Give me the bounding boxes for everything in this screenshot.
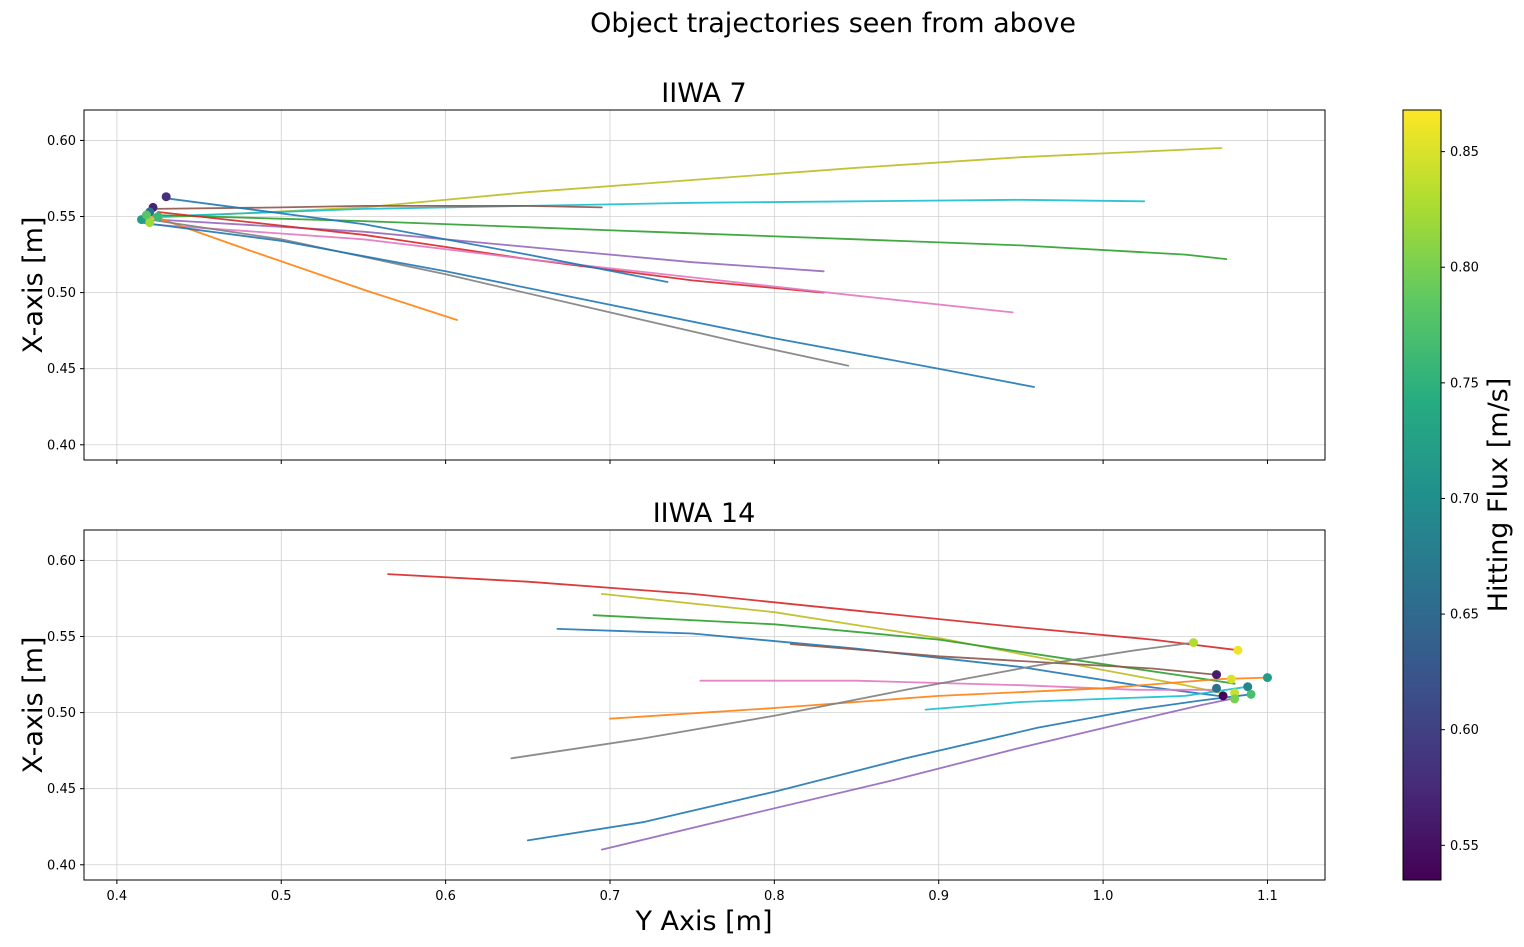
hit-point-marker	[1218, 691, 1228, 701]
colorbar-label: Hitting Flux [m/s]	[1483, 378, 1514, 613]
hit-point-marker	[1243, 682, 1253, 692]
colorbar-tick-label: 0.70	[1450, 492, 1479, 507]
colorbar: Hitting Flux [m/s] 0.55 0.60 0.65 0.70 0.75 0…	[1402, 109, 1514, 881]
x-tick-label: 1.1	[1257, 889, 1278, 904]
colorbar-tick-label: 0.65	[1450, 608, 1479, 623]
trajectory-line	[140, 221, 1035, 388]
trajectory-line	[609, 676, 1269, 720]
hit-point-marker	[145, 218, 155, 228]
trajectory-line	[148, 214, 459, 321]
hit-point-marker	[1230, 694, 1240, 704]
hit-point-marker	[1189, 638, 1199, 648]
plot-iiwa14: IIWA 14 X-axis [m] Y Axis [m] 0.4 0.5 0.6 0…	[18, 498, 1326, 937]
plot-title-iiwa7: IIWA 7	[661, 78, 746, 109]
trajectory-line	[145, 223, 1014, 314]
x-tick-label: 0.8	[764, 889, 785, 904]
trajectory-line	[157, 218, 825, 273]
y-tick-label: 0.45	[47, 362, 76, 377]
x-tick-label: 0.9	[928, 889, 949, 904]
x-tick-label: 0.4	[107, 889, 128, 904]
plot-frame	[83, 109, 1326, 461]
trajectory-line	[699, 679, 1220, 691]
y-tick-label: 0.40	[47, 438, 76, 453]
x-tick-label: 0.6	[435, 889, 456, 904]
hit-point-marker	[141, 210, 151, 220]
colorbar-tick-label: 0.80	[1450, 261, 1479, 276]
hit-point-marker	[1212, 683, 1222, 693]
hit-point-marker	[1226, 674, 1236, 684]
y-axis-label-iiwa14: X-axis [m]	[18, 637, 49, 774]
trajectory-line	[600, 593, 1228, 696]
trajectory-line	[152, 214, 1228, 261]
hit-point-marker	[1262, 673, 1272, 683]
trajectory-line	[789, 643, 1216, 676]
trajectory-line	[510, 641, 1195, 760]
colorbar-gradient	[1402, 109, 1442, 881]
y-tick-label: 0.55	[47, 630, 76, 645]
trajectory-line	[600, 698, 1233, 851]
colorbar-tick-label: 0.75	[1450, 376, 1479, 391]
trajectory-line	[592, 614, 1236, 685]
y-axis-label-iiwa7: X-axis [m]	[18, 217, 49, 354]
hit-point-marker	[161, 192, 171, 202]
plot-iiwa7: IIWA 7 X-axis [m] 0.40 0.45 0.50 0.55 0.60	[18, 78, 1326, 464]
trajectory-line	[526, 693, 1252, 842]
y-tick-label: 0.50	[47, 286, 76, 301]
y-tick-label: 0.60	[47, 554, 76, 569]
figure-title: Object trajectories seen from above	[590, 8, 1076, 39]
y-tick-label: 0.45	[47, 782, 76, 797]
hit-point-marker	[1246, 689, 1256, 699]
trajectory-line	[387, 573, 1239, 652]
trajectory-line	[556, 628, 1220, 697]
trajectory-line	[152, 204, 603, 210]
colorbar-tick-label: 0.60	[1450, 723, 1479, 738]
x-axis-label: Y Axis [m]	[634, 906, 772, 937]
y-tick-label: 0.55	[47, 210, 76, 225]
x-tick-label: 0.5	[271, 889, 292, 904]
colorbar-tick-label: 0.55	[1450, 839, 1479, 854]
y-tick-label: 0.40	[47, 858, 76, 873]
x-tick-label: 1.0	[1093, 889, 1114, 904]
colorbar-tick-label: 0.85	[1450, 145, 1479, 160]
hit-point-marker	[153, 212, 163, 222]
trajectory-line	[165, 197, 669, 283]
trajectory-line	[924, 685, 1249, 711]
trajectory-line	[157, 198, 1146, 218]
trajectory-line	[148, 218, 850, 367]
plot-title-iiwa14: IIWA 14	[653, 498, 756, 529]
x-tick-label: 0.7	[600, 889, 621, 904]
y-tick-label: 0.60	[47, 134, 76, 149]
y-tick-label: 0.50	[47, 706, 76, 721]
hit-point-marker	[1212, 670, 1222, 680]
hit-point-marker	[1233, 645, 1243, 655]
trajectory-line	[148, 147, 1223, 219]
plot-frame	[83, 529, 1326, 881]
